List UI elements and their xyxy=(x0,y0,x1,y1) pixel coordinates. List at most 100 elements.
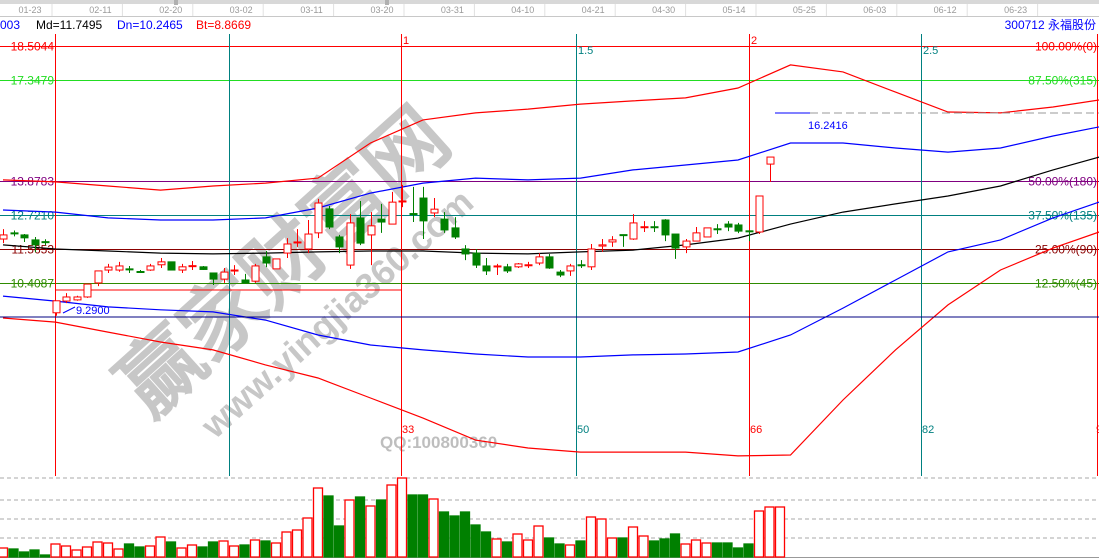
volume-bar xyxy=(774,506,786,558)
fib-price-label: 17.3479 xyxy=(11,74,55,88)
volume-bar xyxy=(197,546,208,558)
candle xyxy=(94,270,103,287)
candle-body xyxy=(31,239,40,246)
candle xyxy=(41,239,50,246)
candle-body xyxy=(629,222,638,240)
candle xyxy=(472,248,481,268)
candle xyxy=(0,229,8,244)
low-marker-pointer xyxy=(62,306,76,314)
candle xyxy=(115,261,124,272)
candle xyxy=(377,203,386,233)
candle xyxy=(251,263,260,283)
candle xyxy=(650,221,659,232)
candle xyxy=(493,263,502,276)
candle-body xyxy=(20,234,29,239)
date-tick-label: 06-03 xyxy=(863,5,886,15)
date-tick-label: 04-10 xyxy=(511,5,534,15)
md-value: Md=11.7495 xyxy=(36,18,102,32)
scroll-thumb-right[interactable] xyxy=(385,0,389,5)
candle-body xyxy=(115,265,124,271)
volume-bar xyxy=(512,533,523,558)
volume-bar xyxy=(449,515,460,558)
candle xyxy=(262,251,271,268)
candle-body xyxy=(262,256,271,264)
volume-bar xyxy=(50,543,61,558)
candle-body xyxy=(167,261,176,271)
candle xyxy=(671,233,680,259)
volume-bar xyxy=(680,543,691,558)
volume-bar xyxy=(617,537,628,558)
volume-bar xyxy=(533,525,544,558)
date-tick-label: 03-20 xyxy=(370,5,393,15)
candle xyxy=(598,239,607,252)
date-tick-label: 01-23 xyxy=(18,5,41,15)
candle xyxy=(755,195,764,235)
volume-bar xyxy=(102,542,114,558)
candle xyxy=(661,219,670,242)
candle-body xyxy=(146,265,155,271)
watermark: 赢家财富网 www.yingjia360.com QQ:100800360 xyxy=(101,91,497,452)
candle-body xyxy=(346,222,355,266)
candle xyxy=(356,200,365,246)
volume-bar xyxy=(554,543,565,558)
candle-body xyxy=(409,213,418,216)
volume-bar xyxy=(648,540,660,558)
candle xyxy=(566,263,575,276)
date-tick-label: 04-21 xyxy=(582,5,605,15)
volume-bar xyxy=(501,541,513,558)
scroll-thumb-left[interactable] xyxy=(174,0,178,5)
band-lower-inner xyxy=(2,201,1099,358)
candle xyxy=(398,184,407,208)
volume-bar xyxy=(239,544,250,558)
candle xyxy=(629,214,638,240)
candle-body xyxy=(535,256,544,264)
candle-body xyxy=(671,233,680,249)
date-tick-label: 06-23 xyxy=(1004,5,1027,15)
volume-bar xyxy=(753,510,765,558)
volume-bar xyxy=(134,546,145,558)
candle-body xyxy=(356,217,365,244)
volume-bar xyxy=(732,547,744,558)
date-tick-label: 05-14 xyxy=(722,5,745,15)
volume-bar xyxy=(575,540,586,558)
candle xyxy=(482,258,491,276)
time-scrollbar[interactable] xyxy=(0,0,1099,4)
volume-bar xyxy=(564,544,576,558)
candle xyxy=(167,261,176,271)
candle-body xyxy=(94,270,103,284)
candle-body xyxy=(587,248,596,268)
volume-bar xyxy=(711,542,723,558)
volume-bar xyxy=(690,539,702,558)
volume-bar xyxy=(186,544,198,558)
volume-bar xyxy=(596,518,607,558)
volume-bar xyxy=(333,525,345,558)
candle xyxy=(314,198,323,239)
time-cycle-top-label: 2.5 xyxy=(923,45,938,57)
candle xyxy=(461,245,470,261)
candle xyxy=(83,283,92,298)
candle xyxy=(325,205,334,230)
low-marker-label: 9.2900 xyxy=(76,305,110,317)
candle-body xyxy=(503,266,512,272)
candle-body xyxy=(713,228,722,231)
watermark-qq: QQ:100800360 xyxy=(380,433,497,452)
candle-body xyxy=(178,266,187,271)
volume-bar xyxy=(438,511,450,558)
candle-body xyxy=(199,266,208,270)
candle-body xyxy=(545,256,554,269)
candle-body xyxy=(640,226,649,229)
candle xyxy=(514,263,523,268)
band-lower-outer xyxy=(2,231,1099,457)
volume-bar xyxy=(291,529,303,558)
candle-body xyxy=(335,236,344,248)
candle xyxy=(388,191,397,225)
candle xyxy=(304,219,313,254)
volume-bar xyxy=(228,545,240,558)
candle xyxy=(703,227,712,238)
volume-bar xyxy=(207,541,219,558)
fib-percent-label: 12.50%(45) xyxy=(1035,277,1097,291)
dn-value: Dn=10.2465 xyxy=(117,18,183,32)
candle xyxy=(745,230,754,242)
volume-bar xyxy=(543,537,555,558)
